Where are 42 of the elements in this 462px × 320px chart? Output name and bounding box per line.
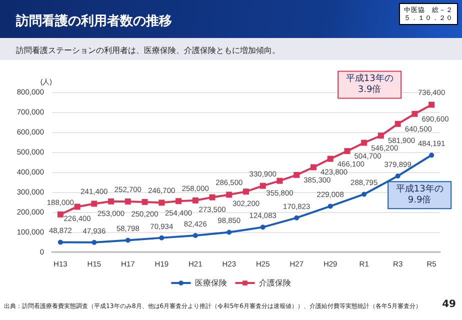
point bbox=[412, 110, 418, 117]
point bbox=[142, 198, 148, 205]
point bbox=[328, 204, 333, 209]
point bbox=[276, 178, 283, 184]
point bbox=[260, 182, 266, 189]
point bbox=[158, 200, 165, 206]
point bbox=[243, 188, 249, 195]
point bbox=[192, 197, 198, 204]
chart-subtitle: 訪問看護ステーションの利用者は、医療保険、介護保険ともに増加傾向。 bbox=[16, 45, 280, 56]
point bbox=[91, 200, 98, 207]
point bbox=[108, 198, 114, 204]
point bbox=[74, 204, 80, 210]
annotation: 平成13年の9.9倍 bbox=[396, 184, 444, 206]
point bbox=[226, 192, 232, 198]
point bbox=[429, 152, 434, 158]
point bbox=[209, 194, 216, 200]
point bbox=[176, 198, 182, 204]
legend-label: 医療保険 bbox=[195, 278, 227, 288]
point bbox=[428, 102, 435, 108]
point bbox=[395, 174, 400, 179]
point bbox=[294, 172, 300, 178]
point bbox=[310, 164, 316, 170]
annotation: 平成13年の3.9倍 bbox=[346, 73, 394, 96]
text: 49 bbox=[442, 299, 456, 310]
point bbox=[192, 233, 198, 238]
chart-title: 訪問看護の利用者数の推移 bbox=[16, 12, 172, 30]
point bbox=[394, 120, 401, 127]
point bbox=[362, 192, 367, 197]
point bbox=[361, 140, 368, 146]
point bbox=[294, 215, 300, 220]
point bbox=[92, 240, 97, 245]
point bbox=[58, 240, 63, 245]
point bbox=[344, 148, 350, 154]
point bbox=[260, 224, 266, 230]
point bbox=[327, 156, 334, 162]
point bbox=[226, 230, 232, 235]
point bbox=[57, 211, 64, 218]
point bbox=[159, 235, 164, 240]
point bbox=[378, 132, 384, 139]
point bbox=[124, 198, 131, 204]
legend-label: 介護保険 bbox=[259, 278, 291, 288]
point bbox=[125, 238, 130, 243]
